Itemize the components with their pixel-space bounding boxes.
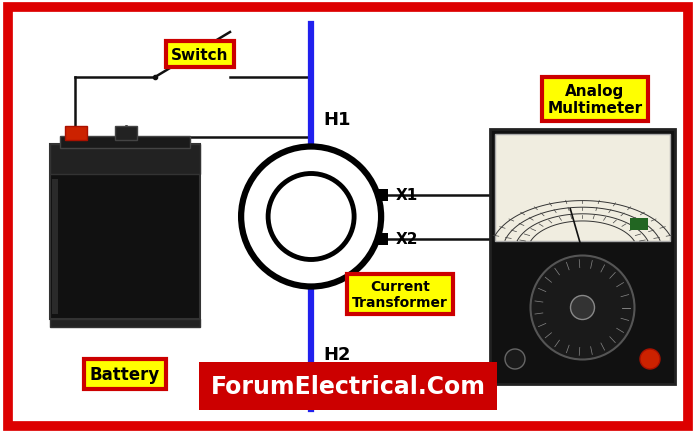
Text: ForumElectrical.Com: ForumElectrical.Com: [210, 374, 486, 398]
Bar: [490, 130, 675, 384]
Bar: [65, 127, 87, 141]
Text: X1: X1: [396, 187, 418, 203]
Bar: [50, 145, 200, 319]
Bar: [60, 137, 190, 149]
Bar: [376, 233, 388, 245]
Circle shape: [640, 349, 660, 369]
Bar: [630, 218, 648, 230]
Text: H2: H2: [323, 345, 351, 363]
Ellipse shape: [241, 147, 381, 287]
Circle shape: [530, 256, 635, 360]
Text: Switch: Switch: [171, 47, 229, 62]
Text: Battery: Battery: [90, 365, 160, 383]
Bar: [495, 135, 670, 242]
Ellipse shape: [268, 174, 354, 260]
Bar: [115, 127, 137, 141]
Text: X2: X2: [396, 231, 418, 247]
Circle shape: [571, 296, 594, 320]
Text: Current
Transformer: Current Transformer: [352, 279, 448, 309]
Bar: [52, 180, 58, 314]
Text: Analog
Multimeter: Analog Multimeter: [548, 84, 642, 116]
Bar: [376, 189, 388, 201]
Bar: [50, 145, 200, 174]
Circle shape: [505, 349, 525, 369]
Bar: [50, 319, 200, 327]
Text: H1: H1: [323, 111, 351, 129]
